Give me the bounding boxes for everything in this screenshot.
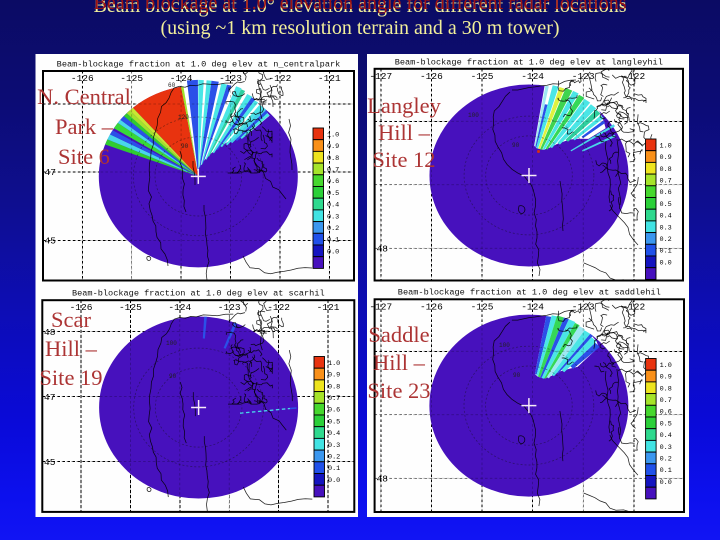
svg-text:100: 100 [166, 340, 177, 347]
svg-text:-127: -127 [369, 71, 392, 82]
svg-text:1.0: 1.0 [660, 362, 672, 370]
svg-text:0.6: 0.6 [327, 178, 339, 186]
svg-text:0.4: 0.4 [327, 202, 339, 210]
svg-text:-124: -124 [521, 301, 544, 312]
svg-text:0.6: 0.6 [660, 409, 672, 417]
svg-text:120: 120 [178, 114, 189, 121]
svg-text:47: 47 [45, 167, 56, 178]
svg-text:0.7: 0.7 [660, 178, 672, 186]
svg-text:Beam-blockage fraction at 1.0: Beam-blockage fraction at 1.0 deg elev a… [398, 288, 661, 298]
svg-text:0.2: 0.2 [660, 456, 672, 464]
svg-text:0.8: 0.8 [660, 385, 672, 393]
svg-text:0.7: 0.7 [328, 395, 340, 403]
svg-text:-123: -123 [572, 71, 595, 82]
svg-text:90: 90 [512, 142, 520, 149]
svg-text:-124: -124 [170, 73, 193, 84]
svg-text:0.8: 0.8 [327, 155, 339, 163]
svg-text:-122: -122 [268, 73, 291, 84]
svg-text:0.1: 0.1 [660, 248, 672, 256]
svg-text:-123: -123 [218, 302, 241, 313]
svg-text:1.0: 1.0 [327, 131, 339, 139]
svg-text:45: 45 [44, 457, 56, 468]
svg-text:Beam-blockage fraction at 1.0: Beam-blockage fraction at 1.0 deg elev a… [395, 58, 663, 68]
svg-text:-125: -125 [119, 302, 142, 313]
svg-text:-126: -126 [70, 302, 93, 313]
svg-text:0.3: 0.3 [660, 224, 672, 232]
svg-text:0.2: 0.2 [660, 236, 672, 244]
svg-text:48: 48 [44, 327, 56, 338]
svg-text:0.9: 0.9 [327, 143, 339, 151]
svg-text:0.4: 0.4 [328, 430, 340, 438]
svg-text:0.7: 0.7 [660, 397, 672, 405]
svg-text:-122: -122 [267, 302, 290, 313]
svg-text:-123: -123 [572, 301, 595, 312]
svg-text:47: 47 [44, 392, 55, 403]
svg-text:0.5: 0.5 [660, 420, 672, 428]
svg-text:-121: -121 [317, 302, 340, 313]
svg-text:0.9: 0.9 [660, 154, 672, 162]
svg-text:0.5: 0.5 [327, 190, 339, 198]
svg-text:60: 60 [168, 82, 176, 89]
svg-text:-126: -126 [71, 73, 94, 84]
svg-text:48: 48 [377, 243, 389, 254]
svg-text:-124: -124 [521, 71, 544, 82]
svg-text:0.6: 0.6 [660, 189, 672, 197]
svg-text:100: 100 [468, 112, 479, 119]
svg-text:100: 100 [499, 342, 510, 349]
svg-text:90: 90 [169, 373, 177, 380]
svg-text:-126: -126 [420, 301, 443, 312]
svg-text:0.5: 0.5 [328, 418, 340, 426]
svg-text:0.1: 0.1 [660, 467, 672, 475]
svg-text:-122: -122 [622, 71, 645, 82]
svg-text:-121: -121 [318, 73, 341, 84]
svg-text:90: 90 [513, 372, 521, 379]
svg-text:-125: -125 [471, 301, 494, 312]
svg-text:48: 48 [377, 473, 389, 484]
svg-text:-127: -127 [369, 301, 392, 312]
svg-text:0.4: 0.4 [660, 213, 672, 221]
svg-text:0.0: 0.0 [660, 479, 672, 487]
svg-text:-125: -125 [471, 71, 494, 82]
svg-text:-126: -126 [420, 71, 443, 82]
svg-text:0.8: 0.8 [328, 383, 340, 391]
svg-text:45: 45 [45, 236, 57, 247]
svg-text:90: 90 [181, 143, 189, 150]
svg-text:0.0: 0.0 [660, 259, 672, 267]
svg-text:0.5: 0.5 [660, 201, 672, 209]
svg-text:0.3: 0.3 [328, 442, 340, 450]
svg-text:-123: -123 [219, 73, 242, 84]
svg-text:0.0: 0.0 [328, 477, 340, 485]
svg-text:1.0: 1.0 [660, 142, 672, 150]
svg-text:0.1: 0.1 [327, 237, 339, 245]
svg-text:0.4: 0.4 [660, 432, 672, 440]
svg-text:0.7: 0.7 [327, 167, 339, 175]
svg-text:Beam-blockage fraction at 1.0: Beam-blockage fraction at 1.0 deg elev a… [72, 289, 325, 299]
svg-text:0.9: 0.9 [328, 372, 340, 380]
svg-text:-122: -122 [622, 301, 645, 312]
svg-text:Beam-blockage fraction at 1.0: Beam-blockage fraction at 1.0 deg elev a… [57, 60, 341, 70]
svg-text:-124: -124 [168, 302, 191, 313]
svg-text:0.3: 0.3 [327, 213, 339, 221]
svg-text:1.0: 1.0 [328, 360, 340, 368]
svg-text:0.2: 0.2 [327, 225, 339, 233]
svg-text:0.0: 0.0 [327, 248, 339, 256]
svg-text:0.2: 0.2 [328, 454, 340, 462]
svg-text:0.6: 0.6 [328, 407, 340, 415]
svg-text:0.3: 0.3 [660, 444, 672, 452]
svg-text:0.1: 0.1 [328, 465, 340, 473]
svg-text:0.9: 0.9 [660, 374, 672, 382]
svg-text:0.8: 0.8 [660, 166, 672, 174]
svg-text:-125: -125 [120, 73, 143, 84]
